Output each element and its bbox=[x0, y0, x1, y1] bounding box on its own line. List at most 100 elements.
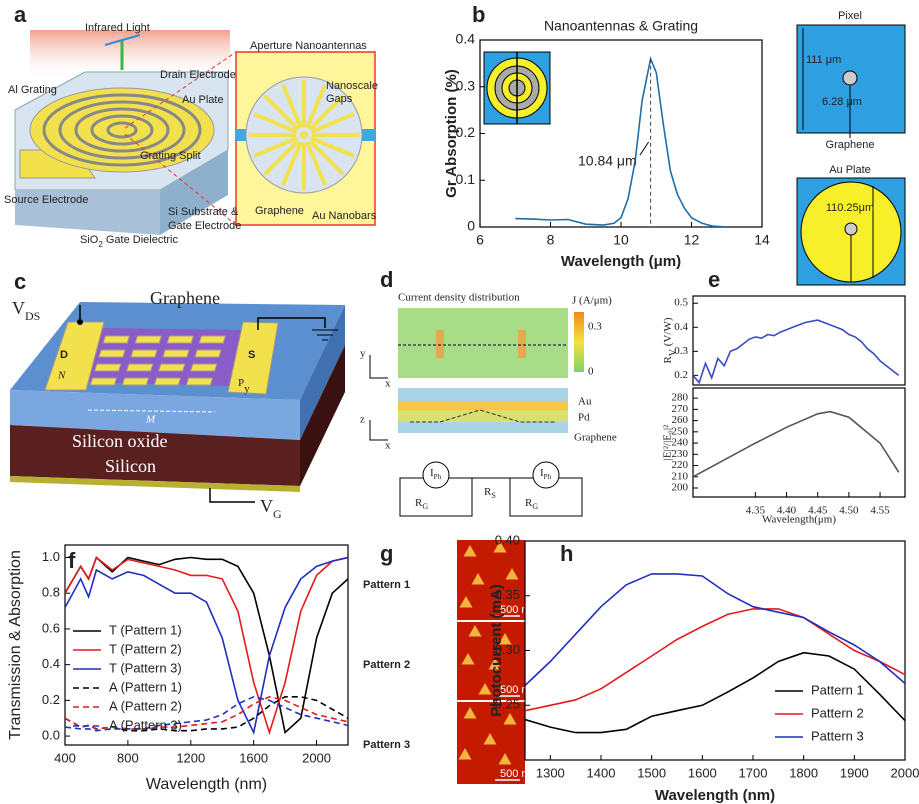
label-part: (V/W) bbox=[662, 317, 674, 349]
polarization bbox=[104, 34, 141, 46]
x-tick-label: 4.40 bbox=[777, 505, 797, 517]
x-tick-label: 10 bbox=[613, 232, 629, 248]
zoom-line bbox=[124, 133, 237, 226]
x-tick-label: 1900 bbox=[840, 765, 869, 780]
label-part: G bbox=[532, 502, 538, 511]
current-path bbox=[410, 409, 555, 423]
axis-label: Wavelength (nm) bbox=[146, 776, 267, 793]
label: x bbox=[385, 378, 391, 390]
label: Au Nanobars bbox=[312, 210, 377, 222]
hotspot bbox=[518, 330, 526, 358]
nanobar bbox=[305, 84, 327, 129]
label-part: I bbox=[540, 467, 544, 479]
label: Py bbox=[238, 377, 250, 395]
plot-frame bbox=[692, 387, 906, 498]
label: y bbox=[360, 348, 366, 360]
label: Au Plate bbox=[829, 164, 871, 176]
label-part: R bbox=[484, 486, 492, 498]
data-line bbox=[65, 556, 348, 736]
nanobar bbox=[263, 94, 300, 131]
label-part: SiO bbox=[80, 234, 99, 246]
x-tick-label: 14 bbox=[754, 232, 770, 248]
dimension bbox=[87, 409, 216, 413]
chart-title: Nanoantennas & Grating bbox=[544, 18, 698, 34]
label: x bbox=[385, 440, 391, 452]
data-line bbox=[525, 608, 905, 712]
label: Graphene bbox=[150, 288, 220, 308]
legend-label: A (Pattern 1) bbox=[109, 679, 182, 694]
panel-label: d bbox=[380, 267, 393, 292]
source bbox=[532, 461, 560, 489]
label: Pattern 1 bbox=[363, 579, 410, 591]
legend-label: Pattern 3 bbox=[811, 728, 864, 743]
data-line bbox=[693, 319, 900, 385]
y-tick-label: 240 bbox=[672, 437, 689, 449]
label: 111 μm bbox=[806, 54, 841, 66]
label-part: V bbox=[260, 496, 273, 516]
legend-label: A (Pattern 2) bbox=[109, 698, 182, 713]
bar bbox=[158, 363, 186, 372]
x-tick-label: 1800 bbox=[789, 765, 818, 780]
chart: 1300 1400 1500 1600 1700 1800 1900 2000 0.25 0.30… bbox=[488, 532, 919, 804]
nanobar bbox=[253, 136, 298, 158]
label: D bbox=[60, 349, 68, 361]
axis-label: Transmission & Absorption bbox=[7, 550, 24, 740]
axis-label: RV (V/W) bbox=[662, 317, 679, 363]
label-part: I bbox=[430, 467, 434, 479]
data-line bbox=[525, 573, 905, 687]
label: Graphene bbox=[826, 139, 875, 151]
label: 110.25μm bbox=[826, 202, 874, 214]
y-tick-label: 230 bbox=[672, 448, 689, 460]
y-tick-label: 260 bbox=[672, 414, 689, 426]
annotation: 10.84 μm bbox=[578, 153, 637, 169]
graphene-dot bbox=[842, 70, 858, 86]
panel-label: f bbox=[68, 548, 76, 573]
y-tick-label: 210 bbox=[672, 470, 689, 482]
grating-rings bbox=[42, 93, 202, 167]
bar bbox=[89, 377, 118, 386]
label-part: Gate Dielectric bbox=[103, 234, 179, 246]
hotspot bbox=[436, 330, 444, 358]
y-tick-label: 0.5 bbox=[674, 297, 688, 309]
y-tick-label: 0.2 bbox=[42, 692, 60, 707]
data-line bbox=[65, 556, 348, 735]
density-map bbox=[398, 308, 568, 378]
x-tick-label: 2000 bbox=[891, 765, 919, 780]
x-tick-label: 4.50 bbox=[839, 505, 859, 517]
panel-label: c bbox=[14, 269, 26, 294]
bar bbox=[153, 377, 182, 386]
bar bbox=[194, 349, 222, 358]
source bbox=[422, 461, 450, 489]
label: IPh bbox=[540, 467, 552, 481]
label: Nanoscale bbox=[326, 80, 378, 92]
axis-label: Wavelength (μm) bbox=[561, 253, 681, 270]
label: IPh bbox=[430, 467, 442, 481]
x-tick-label: 4.45 bbox=[808, 505, 828, 517]
x-tick-label: 2000 bbox=[302, 750, 331, 765]
label: Pixel bbox=[838, 10, 862, 22]
label: M bbox=[145, 414, 156, 426]
label: 500 nm bbox=[500, 684, 537, 696]
y-tick-label: 0.25 bbox=[495, 697, 520, 712]
y-tick-label: 0.40 bbox=[495, 532, 520, 547]
legend-label: A (Pattern 3) bbox=[109, 717, 182, 732]
silicon-side bbox=[300, 345, 345, 486]
nanobar bbox=[310, 112, 355, 134]
x-tick-label: 1500 bbox=[637, 765, 666, 780]
legend-label: T (Pattern 3) bbox=[109, 660, 182, 675]
silicon-front bbox=[10, 425, 300, 486]
label: Drain Electrode bbox=[160, 69, 236, 81]
panel-labels: a b c d e f g h bbox=[14, 2, 720, 573]
nanobar bbox=[305, 141, 327, 186]
data-line bbox=[515, 55, 727, 227]
y-tick-label: 0.4 bbox=[42, 656, 60, 671]
x-tick-label: 1300 bbox=[536, 765, 565, 780]
colorbar bbox=[574, 312, 584, 372]
label-part: DS bbox=[25, 309, 40, 323]
label: Al Grating bbox=[8, 84, 57, 96]
label: z bbox=[360, 414, 365, 426]
label: Silicon oxide bbox=[72, 431, 168, 451]
y-tick-label: 0.3 bbox=[456, 77, 476, 93]
label: VDS bbox=[12, 298, 40, 323]
x-tick-label: 12 bbox=[684, 232, 700, 248]
